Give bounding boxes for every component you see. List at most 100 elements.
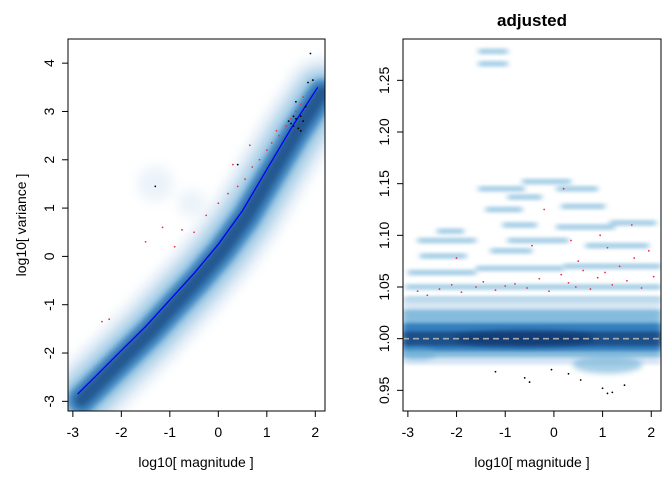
left-outlier-point xyxy=(302,120,305,123)
right-highlight-point xyxy=(504,285,507,287)
left-highlight-point xyxy=(258,158,261,161)
left-y-tick-label: -3 xyxy=(41,395,57,408)
right-x-tick-label: -3 xyxy=(402,424,415,440)
left-density-blob xyxy=(177,189,206,218)
right-highlight-point xyxy=(460,291,463,294)
right-density-band xyxy=(405,284,661,290)
right-density-band xyxy=(478,60,508,67)
left-outlier-point xyxy=(287,120,290,123)
right-outlier-point xyxy=(567,372,570,375)
left-y-tick-label: 4 xyxy=(41,59,57,67)
right-x-axis: -3 -2 -1 0 1 2 xyxy=(402,411,655,440)
left-highlight-point xyxy=(205,214,208,217)
right-density-band xyxy=(507,194,542,201)
left-outlier-point xyxy=(304,105,307,108)
left-density-cloud xyxy=(68,58,325,411)
right-highlight-point xyxy=(560,273,563,276)
right-y-axis: 0.95 1.00 1.05 1.10 1.15 1.20 1.25 xyxy=(376,66,403,404)
left-outlier-point xyxy=(311,79,314,81)
left-y-tick-label: 1 xyxy=(41,204,57,212)
right-highlight-point xyxy=(426,294,429,297)
right-density-band xyxy=(485,206,523,213)
left-y-tick-label: 3 xyxy=(41,107,57,115)
right-highlight-point xyxy=(531,244,533,247)
right-x-tick-label: -2 xyxy=(450,424,463,440)
right-outlier-point xyxy=(550,368,553,371)
left-outlier-point xyxy=(297,127,300,130)
left-highlight-point xyxy=(108,318,111,321)
left-x-tick-label: -2 xyxy=(115,424,128,440)
right-highlight-point xyxy=(514,283,516,285)
right-highlight-point xyxy=(574,286,577,288)
right-density-band xyxy=(507,237,569,244)
right-highlight-point xyxy=(640,287,643,289)
right-x-tick-label: 2 xyxy=(647,424,655,440)
left-highlight-point xyxy=(251,166,254,168)
right-x-tick-label: -1 xyxy=(499,424,512,440)
right-highlight-point xyxy=(611,284,614,286)
left-outlier-point xyxy=(299,129,302,132)
right-highlight-point xyxy=(589,288,592,290)
right-highlight-point xyxy=(570,239,572,242)
right-density-band xyxy=(556,185,598,192)
left-panel: -3 -2 -1 0 1 2 -3 -2 -1 0 1 2 3 4 log10[ magnitude ]… xyxy=(13,38,326,470)
left-highlight-point xyxy=(302,96,305,98)
right-outlier-point xyxy=(523,377,526,379)
right-highlight-point xyxy=(450,284,453,286)
right-density-band xyxy=(490,247,532,254)
left-highlight-point xyxy=(290,117,292,120)
left-x-tick-label: 1 xyxy=(263,424,271,440)
left-outlier-point xyxy=(309,52,312,55)
right-highlight-point xyxy=(633,257,636,259)
right-density-band xyxy=(522,178,571,185)
right-highlight-point xyxy=(630,224,633,226)
left-highlight-point xyxy=(236,185,239,188)
left-outlier-point xyxy=(299,115,302,118)
left-highlight-point xyxy=(193,231,195,234)
right-highlight-point xyxy=(604,271,606,274)
right-outlier-point xyxy=(494,370,497,373)
right-y-tick-label: 1.15 xyxy=(376,170,392,197)
right-highlight-point xyxy=(606,246,609,249)
right-density-band xyxy=(556,224,615,231)
right-highlight-point xyxy=(475,286,477,288)
right-panel: adjusted -3 -2 -1 0 1 2 0.95 1.00 1.05 1.10 1.15 1… xyxy=(376,11,662,470)
left-y-tick-label: 2 xyxy=(41,156,57,164)
left-x-axis: -3 -2 -1 0 1 2 xyxy=(67,411,319,440)
right-highlight-point xyxy=(455,257,458,259)
right-density-band xyxy=(609,219,657,226)
left-outlier-point xyxy=(307,81,309,84)
right-x-axis-label: log10[ magnitude ] xyxy=(474,454,589,470)
right-density-band xyxy=(478,185,525,192)
right-outlier-point xyxy=(528,381,531,383)
left-highlight-point xyxy=(285,125,288,127)
right-density-band xyxy=(561,203,606,210)
left-highlight-point xyxy=(278,134,280,137)
left-highlight-point xyxy=(265,149,268,152)
right-y-tick-label: 1.00 xyxy=(376,325,392,352)
right-density-tail xyxy=(403,348,436,361)
right-highlight-point xyxy=(438,288,441,290)
right-outlier-point xyxy=(601,387,604,390)
right-density-band xyxy=(585,242,649,249)
left-highlight-point xyxy=(275,129,278,132)
right-x-tick-label: 0 xyxy=(550,424,558,440)
right-highlight-point xyxy=(652,275,655,278)
right-density-band xyxy=(502,222,537,228)
right-points xyxy=(416,187,655,395)
left-outlier-point xyxy=(295,100,297,103)
left-density-blob xyxy=(137,165,174,202)
right-x-tick-label: 1 xyxy=(599,424,607,440)
left-highlight-point xyxy=(299,103,302,106)
left-density-layer xyxy=(74,86,325,408)
right-density-band xyxy=(407,269,477,276)
right-y-tick-label: 1.20 xyxy=(376,118,392,145)
left-plot-frame xyxy=(67,38,326,412)
right-plot-area xyxy=(403,48,661,395)
left-highlight-point xyxy=(231,163,234,166)
right-density-band xyxy=(476,265,564,272)
right-highlight-point xyxy=(526,287,529,289)
right-density-band xyxy=(563,263,661,270)
left-y-tick-label: -1 xyxy=(41,298,57,311)
right-y-tick-label: 1.05 xyxy=(376,273,392,300)
